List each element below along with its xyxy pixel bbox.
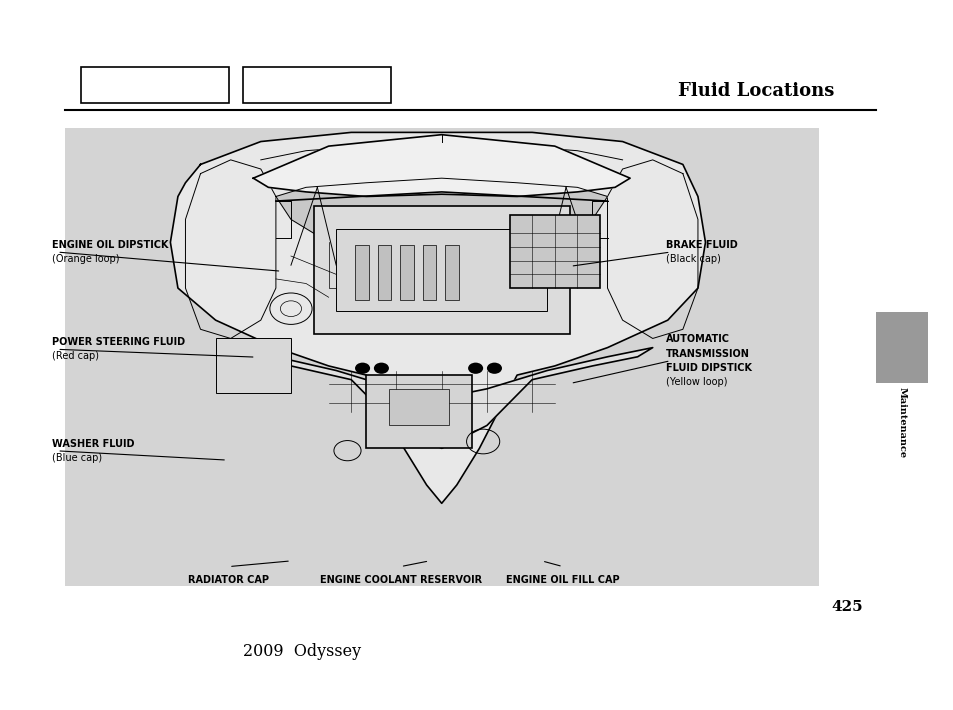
- Polygon shape: [275, 178, 607, 297]
- Polygon shape: [231, 348, 652, 449]
- Bar: [335, 229, 547, 311]
- Bar: [215, 339, 291, 393]
- Text: ENGINE OIL FILL CAP: ENGINE OIL FILL CAP: [505, 575, 619, 585]
- Text: AUTOMATIC: AUTOMATIC: [665, 334, 729, 344]
- Text: WASHER FLUID: WASHER FLUID: [52, 439, 134, 449]
- Text: POWER STEERING FLUID: POWER STEERING FLUID: [52, 337, 186, 347]
- Bar: [445, 244, 458, 300]
- Circle shape: [374, 363, 389, 374]
- Polygon shape: [171, 132, 704, 503]
- Bar: [81, 67, 229, 103]
- Bar: [355, 244, 368, 300]
- Bar: [243, 67, 391, 103]
- Bar: [422, 244, 436, 300]
- Text: RADIATOR CAP: RADIATOR CAP: [189, 575, 269, 585]
- Bar: [314, 206, 569, 334]
- Polygon shape: [253, 135, 629, 197]
- Text: (Orange loop): (Orange loop): [52, 254, 120, 264]
- Bar: [377, 244, 391, 300]
- Bar: [509, 215, 599, 288]
- Text: (Blue cap): (Blue cap): [52, 453, 103, 463]
- Text: FLUID DIPSTICK: FLUID DIPSTICK: [665, 363, 751, 373]
- Text: BRAKE FLUID: BRAKE FLUID: [665, 240, 737, 250]
- Bar: [366, 375, 472, 449]
- Text: 425: 425: [831, 600, 862, 614]
- Text: ENGINE OIL DIPSTICK: ENGINE OIL DIPSTICK: [52, 240, 169, 250]
- Text: Maintenance: Maintenance: [897, 387, 905, 458]
- Bar: [400, 244, 414, 300]
- Circle shape: [355, 363, 370, 374]
- Text: ENGINE COOLANT RESERVOIR: ENGINE COOLANT RESERVOIR: [319, 575, 481, 585]
- Circle shape: [486, 363, 501, 374]
- Bar: [65, 128, 818, 586]
- Text: TRANSMISSION: TRANSMISSION: [665, 349, 749, 359]
- Bar: [389, 389, 449, 425]
- Bar: [875, 312, 927, 383]
- Text: (Black cap): (Black cap): [665, 254, 720, 264]
- Text: 2009  Odyssey: 2009 Odyssey: [243, 643, 361, 660]
- Text: Fluid Locations: Fluid Locations: [678, 82, 834, 100]
- Text: (Yellow loop): (Yellow loop): [665, 377, 726, 387]
- Text: (Red cap): (Red cap): [52, 351, 99, 361]
- Circle shape: [468, 363, 482, 374]
